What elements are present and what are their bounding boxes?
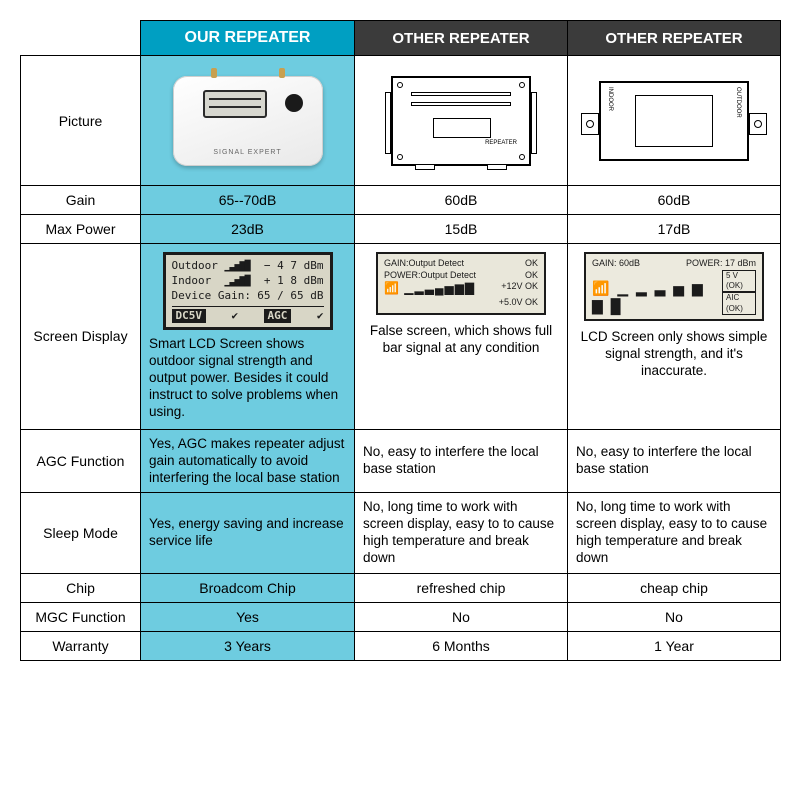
device-our-icon: SIGNAL EXPERT <box>173 76 323 166</box>
device-box-icon: REPEATER <box>391 76 531 166</box>
maxpower-o1: 15dB <box>355 215 568 244</box>
lcd-sm-icon: GAIN: 60dBPOWER: 17 dBm 📶 ▁ ▂ ▃ ▅ ▆ ▇ █ … <box>584 252 764 321</box>
row-sleep: Sleep Mode Yes, energy saving and increa… <box>21 493 781 574</box>
label-chip: Chip <box>21 573 141 602</box>
maxpower-o2: 17dB <box>568 215 781 244</box>
warranty-o1: 6 Months <box>355 631 568 660</box>
label-mgc: MGC Function <box>21 602 141 631</box>
pic-other1: REPEATER <box>355 56 568 186</box>
agc-our: Yes, AGC makes repeater adjust gain auto… <box>141 429 355 493</box>
device-our-label: SIGNAL EXPERT <box>173 149 323 156</box>
label-warranty: Warranty <box>21 631 141 660</box>
label-agc: AGC Function <box>21 429 141 493</box>
slim-label-r: OUTDOOR <box>735 87 741 118</box>
row-agc: AGC Function Yes, AGC makes repeater adj… <box>21 429 781 493</box>
label-screen: Screen Display <box>21 244 141 430</box>
header-row: OUR REPEATER OTHER REPEATER OTHER REPEAT… <box>21 21 781 56</box>
lcd-our-icon: Outdoor − 4 7 dBm Indoor + 1 8 dBm Devic… <box>163 252 333 330</box>
mgc-our: Yes <box>141 602 355 631</box>
screen-our: Outdoor − 4 7 dBm Indoor + 1 8 dBm Devic… <box>141 244 355 430</box>
row-maxpower: Max Power 23dB 15dB 17dB <box>21 215 781 244</box>
gain-o1: 60dB <box>355 186 568 215</box>
chip-o2: cheap chip <box>568 573 781 602</box>
agc-o1: No, easy to interfere the local base sta… <box>355 429 568 493</box>
sleep-our: Yes, energy saving and increase service … <box>141 493 355 574</box>
pic-other2: INDOOR OUTDOOR <box>568 56 781 186</box>
chip-our: Broadcom Chip <box>141 573 355 602</box>
device-slim-icon: INDOOR OUTDOOR <box>599 81 749 161</box>
header-other-2: OTHER REPEATER <box>568 21 781 56</box>
row-screen: Screen Display Outdoor − 4 7 dBm Indoor … <box>21 244 781 430</box>
chip-o1: refreshed chip <box>355 573 568 602</box>
sleep-o2: No, long time to work with screen displa… <box>568 493 781 574</box>
header-our: OUR REPEATER <box>141 21 355 56</box>
row-gain: Gain 65--70dB 60dB 60dB <box>21 186 781 215</box>
comparison-table: OUR REPEATER OTHER REPEATER OTHER REPEAT… <box>20 20 781 661</box>
label-picture: Picture <box>21 56 141 186</box>
mgc-o1: No <box>355 602 568 631</box>
maxpower-our: 23dB <box>141 215 355 244</box>
screen-o2: GAIN: 60dBPOWER: 17 dBm 📶 ▁ ▂ ▃ ▅ ▆ ▇ █ … <box>568 244 781 430</box>
corner-cell <box>21 21 141 56</box>
lcd-mid-icon: GAIN:Output DetectOK POWER:Output Detect… <box>376 252 546 315</box>
row-warranty: Warranty 3 Years 6 Months 1 Year <box>21 631 781 660</box>
slim-label-l: INDOOR <box>607 87 613 111</box>
screen-o1: GAIN:Output DetectOK POWER:Output Detect… <box>355 244 568 430</box>
agc-o2: No, easy to interfere the local base sta… <box>568 429 781 493</box>
pic-our: SIGNAL EXPERT <box>141 56 355 186</box>
row-picture: Picture SIGNAL EXPERT REPEATER INDOOR <box>21 56 781 186</box>
warranty-our: 3 Years <box>141 631 355 660</box>
gain-our: 65--70dB <box>141 186 355 215</box>
row-mgc: MGC Function Yes No No <box>21 602 781 631</box>
gain-o2: 60dB <box>568 186 781 215</box>
mgc-o2: No <box>568 602 781 631</box>
sleep-o1: No, long time to work with screen displa… <box>355 493 568 574</box>
label-gain: Gain <box>21 186 141 215</box>
warranty-o2: 1 Year <box>568 631 781 660</box>
device-box-tag: REPEATER <box>485 140 517 146</box>
screen-o1-desc: False screen, which shows full bar signa… <box>363 323 559 357</box>
screen-our-desc: Smart LCD Screen shows outdoor signal st… <box>149 336 346 420</box>
header-other-1: OTHER REPEATER <box>355 21 568 56</box>
label-sleep: Sleep Mode <box>21 493 141 574</box>
screen-o2-desc: LCD Screen only shows simple signal stre… <box>576 329 772 380</box>
label-maxpower: Max Power <box>21 215 141 244</box>
row-chip: Chip Broadcom Chip refreshed chip cheap … <box>21 573 781 602</box>
